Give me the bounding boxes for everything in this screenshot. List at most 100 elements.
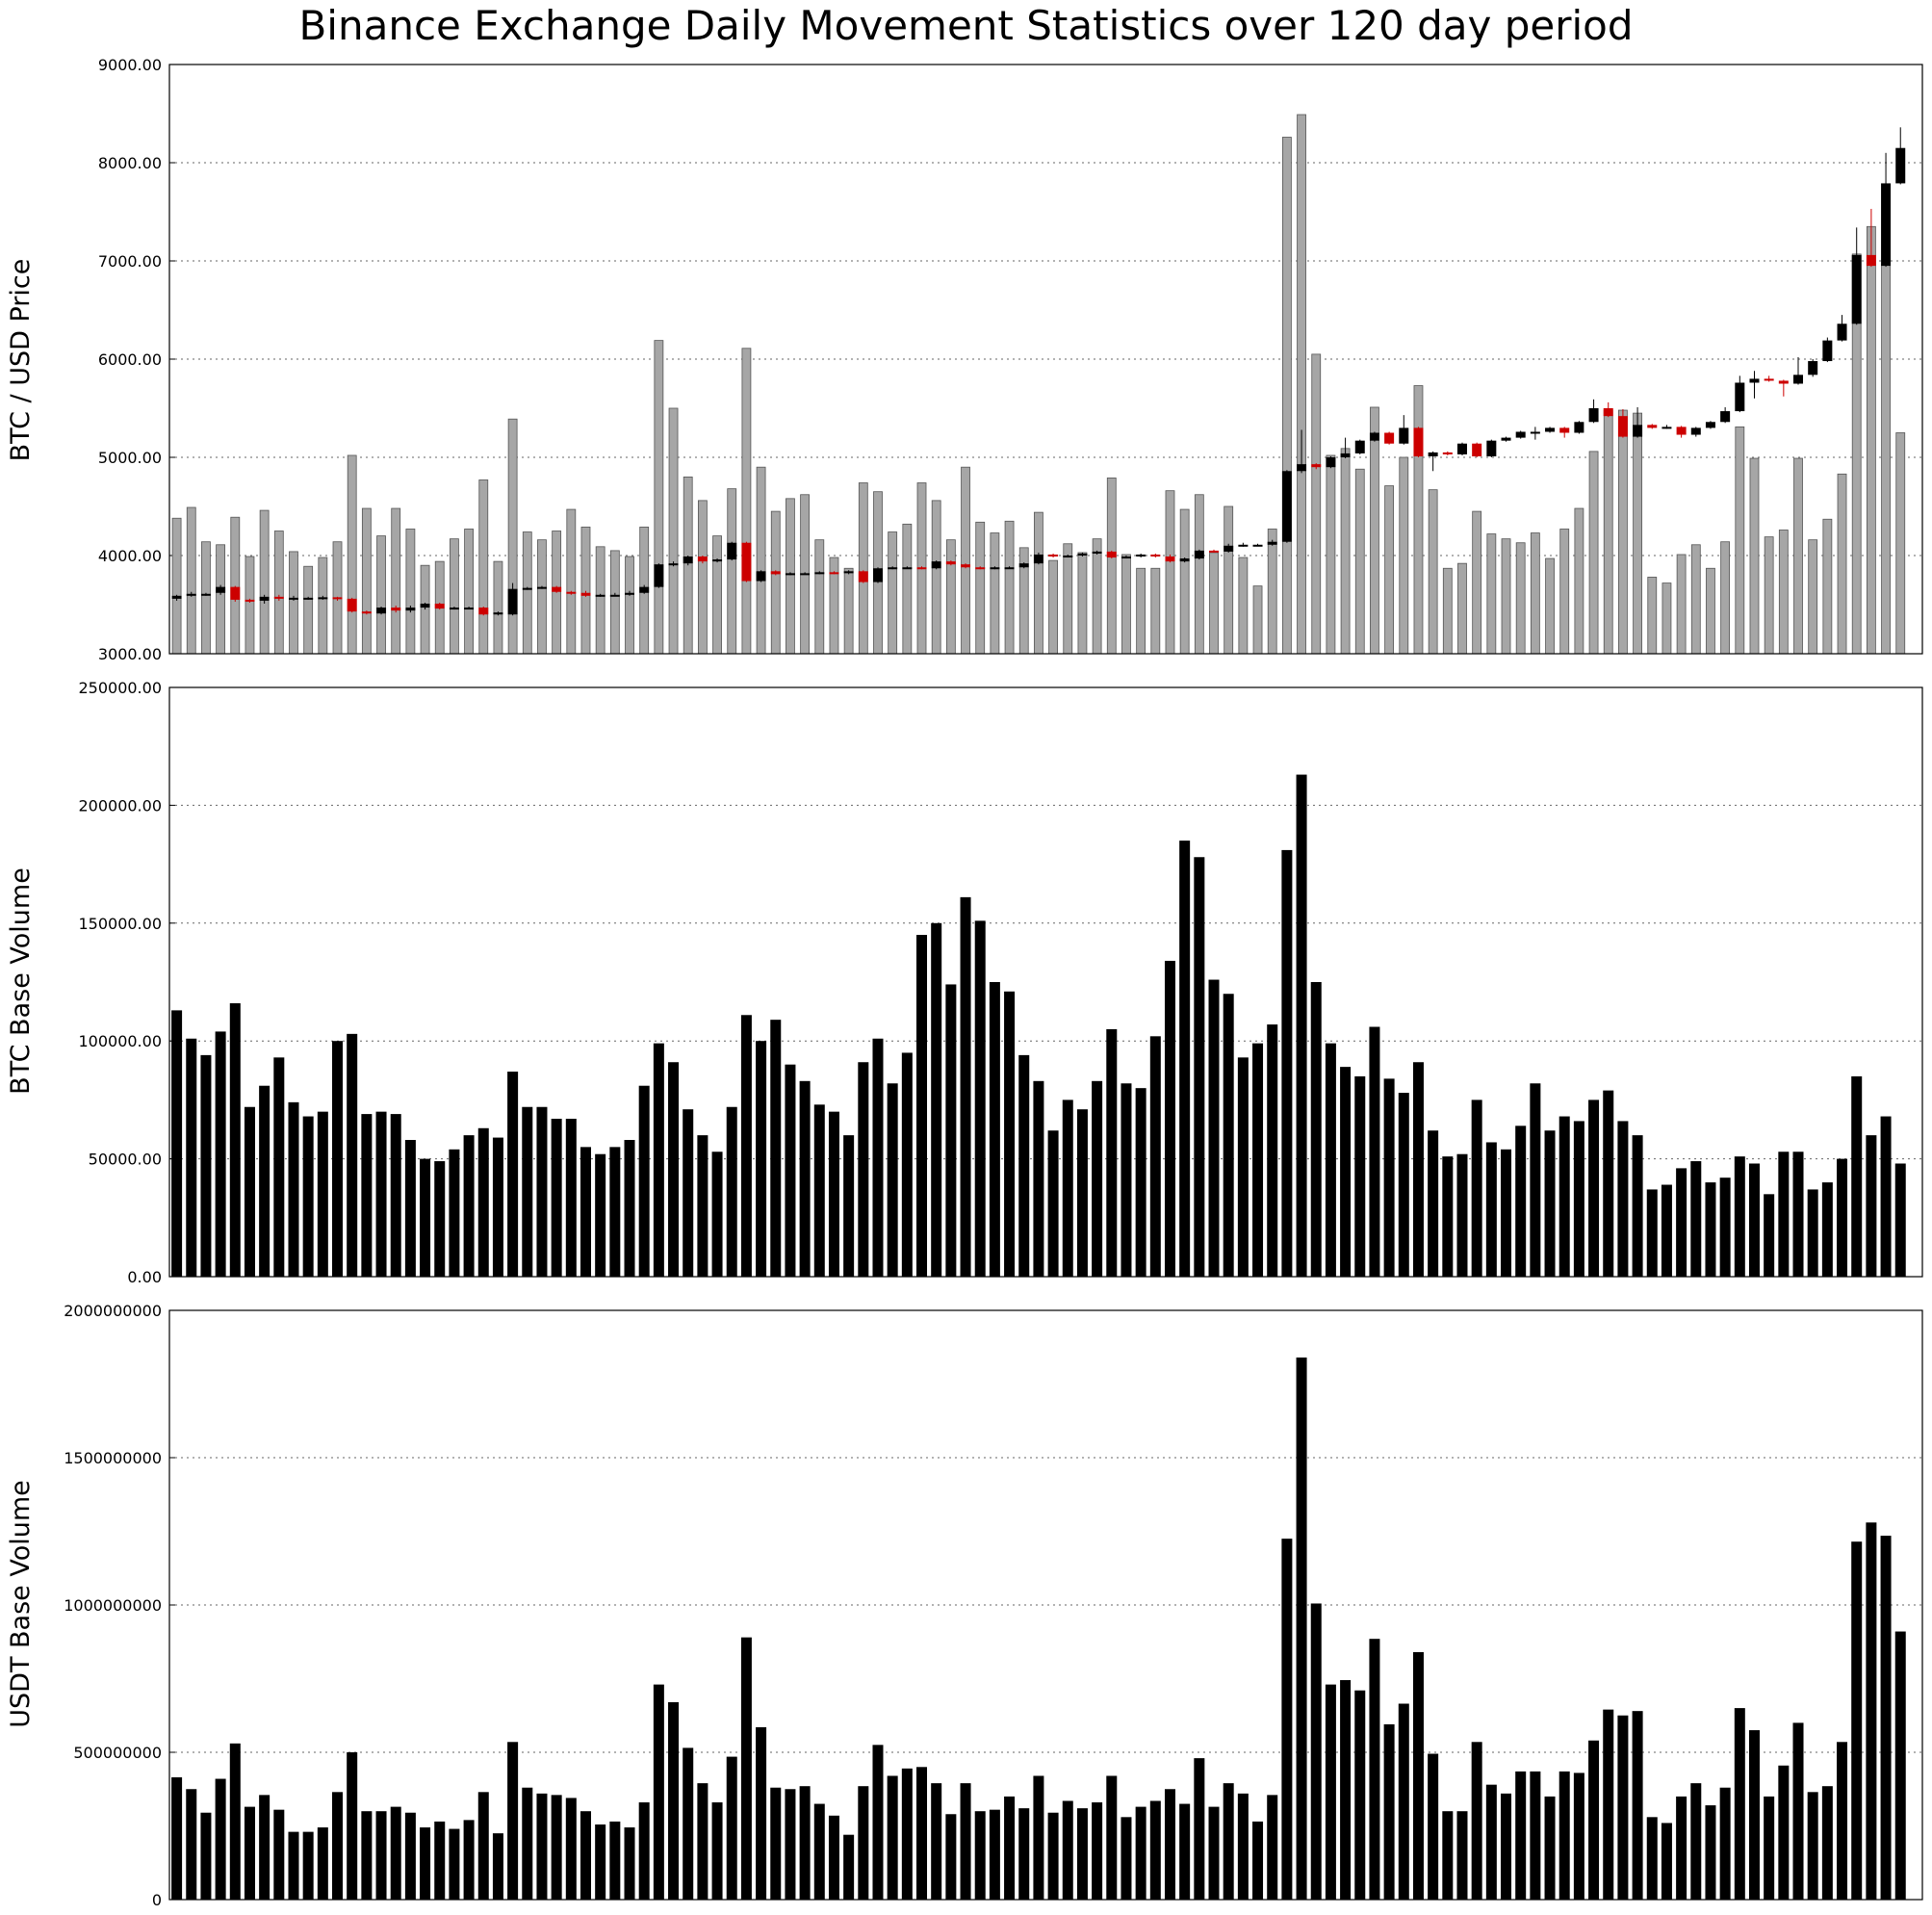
candle-body (1004, 567, 1015, 570)
volume-bar (1748, 1163, 1760, 1277)
volume-bar (1281, 849, 1293, 1277)
volume-bar (1501, 1793, 1512, 1900)
background-bar (1267, 529, 1277, 655)
candle-body (639, 586, 650, 593)
background-bar (902, 523, 913, 655)
volume-bar (683, 1747, 694, 1900)
volume-bar (1340, 1067, 1352, 1277)
candle-body (990, 567, 1000, 570)
volume-bar (1573, 1773, 1584, 1900)
volume-bar (1764, 1796, 1775, 1900)
background-bar (580, 527, 591, 655)
y-tick-label: 0 (152, 1891, 162, 1909)
volume-bar (259, 1795, 270, 1900)
candle-body (1720, 411, 1731, 423)
volume-bar (1690, 1161, 1702, 1277)
candle-body (1515, 431, 1526, 438)
volume-bar (1690, 1783, 1702, 1900)
volume-bar (901, 1768, 913, 1900)
volume-bar (522, 1787, 533, 1900)
candle-body (552, 586, 562, 592)
volume-bar (989, 982, 1000, 1277)
volume-bar (756, 1041, 767, 1277)
background-bar (1778, 530, 1789, 655)
volume-bar (1106, 1775, 1118, 1900)
volume-bar (799, 1080, 811, 1277)
candle-body (1442, 452, 1453, 454)
volume-bar (1135, 1806, 1146, 1900)
volume-bar (624, 1140, 635, 1277)
volume-bar (1515, 1771, 1527, 1900)
volume-bar (390, 1114, 401, 1277)
candle-body (1354, 440, 1365, 453)
candle-body (1106, 551, 1117, 558)
volume-bar (1646, 1817, 1658, 1900)
background-bar (770, 510, 781, 655)
volume-bar (463, 1135, 475, 1277)
candle-body (1063, 556, 1073, 557)
y-tick-label: 1000000000 (64, 1596, 162, 1615)
candle-body (888, 567, 898, 570)
candle-body (800, 573, 811, 576)
volume-bar (1076, 1109, 1088, 1277)
volume-bar (609, 1821, 621, 1900)
background-bar (1136, 567, 1146, 655)
volume-bar (215, 1031, 226, 1277)
volume-bar (463, 1820, 475, 1900)
candle-body (1530, 431, 1540, 434)
background-bar (201, 541, 211, 655)
candle-body (1077, 553, 1088, 556)
candle-body (1881, 183, 1892, 267)
volume-bar (1223, 994, 1234, 1277)
volume-bar (1719, 1787, 1731, 1900)
volume-bar (259, 1085, 270, 1277)
volume-bar (1530, 1771, 1541, 1900)
background-bar (654, 340, 664, 655)
volume-bar (1764, 1194, 1775, 1277)
volume-bar (347, 1752, 358, 1900)
volume-bar (726, 1756, 737, 1900)
y-tick-label: 1500000000 (64, 1449, 162, 1467)
background-bar (1252, 585, 1263, 655)
volume-bar (1018, 1808, 1030, 1900)
background-bar (1457, 562, 1467, 655)
background-bar (609, 550, 620, 655)
volume-bar (507, 1742, 519, 1900)
background-bar (376, 535, 386, 655)
background-bar (289, 551, 298, 655)
y-tick-label: 150000.00 (78, 915, 162, 933)
volume-bar (302, 1116, 314, 1277)
background-bar (464, 529, 474, 655)
volume-bar (1866, 1135, 1877, 1277)
y-axis-label: BTC / USD Price (6, 259, 36, 462)
background-bar (1092, 538, 1102, 655)
volume-bar (580, 1811, 591, 1900)
volume-bar (1880, 1536, 1892, 1900)
candle-body (347, 598, 357, 612)
volume-bar (1456, 1811, 1468, 1900)
volume-bar (434, 1821, 446, 1900)
volume-bar (1544, 1130, 1556, 1277)
volume-bar (1354, 1690, 1366, 1900)
background-bar (1063, 543, 1073, 655)
candle-body (318, 597, 328, 600)
volume-bar (317, 1111, 328, 1277)
candle-body (1851, 254, 1862, 324)
candle-body (361, 611, 372, 614)
volume-bar (1676, 1796, 1687, 1900)
volume-bar (653, 1043, 664, 1277)
volume-bar (1558, 1771, 1570, 1900)
volume-bar (711, 1152, 723, 1277)
candle-body (654, 564, 664, 587)
candle-body (1194, 550, 1204, 559)
candle-body (1588, 408, 1599, 423)
volume-bar (931, 922, 942, 1277)
volume-bar (1603, 1709, 1614, 1900)
volume-bar (726, 1106, 737, 1277)
candle-body (1384, 432, 1395, 444)
volume-bar (536, 1106, 548, 1277)
volume-bar (302, 1831, 314, 1900)
y-tick-label: 0.00 (127, 1268, 162, 1286)
volume-bar (1588, 1100, 1600, 1277)
volume-bar (1194, 857, 1205, 1277)
